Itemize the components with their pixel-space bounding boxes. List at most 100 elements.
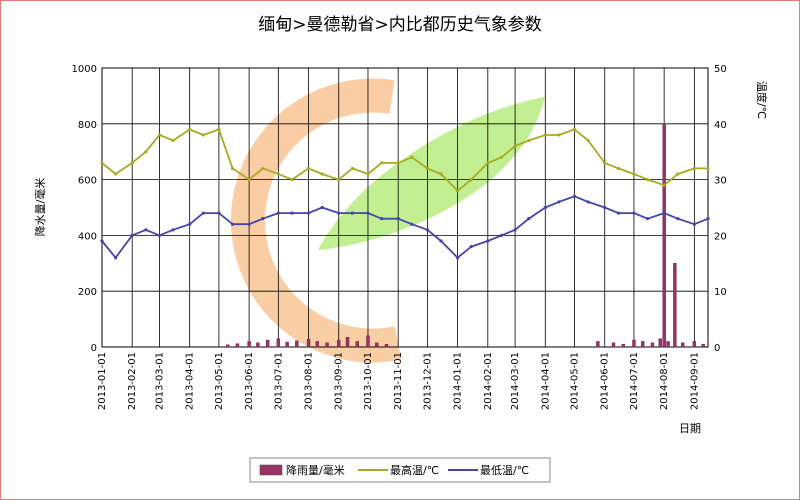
min-temp-point [513,228,517,232]
max-temp-point [130,161,134,165]
max-temp-point [171,138,175,143]
x-tick-label: 2013-02-01 [127,352,138,410]
rain-bar [325,342,329,348]
max-temp-point [217,127,221,131]
rain-bar [611,342,616,348]
min-temp-point [320,205,324,210]
min-temp-point [380,217,384,221]
min-temp-point [396,217,400,221]
max-temp-point [486,161,490,165]
min-temp-point [130,233,134,237]
min-temp-point [439,239,443,243]
max-temp-point [247,178,251,182]
min-temp-point [632,211,636,215]
x-tick-label: 2014-02-01 [483,352,494,410]
min-temp-point [201,211,205,215]
x-tick-label: 2013-07-01 [273,352,284,410]
watermark-green-leaf [318,97,545,250]
min-temp-point [276,211,280,215]
max-temp-point [469,178,473,182]
x-tick-label: 2014-01-01 [453,352,464,410]
max-temp-point [692,166,696,171]
rain-bar [256,342,260,348]
x-axis-title: 日期 [679,422,701,435]
rain-bar [692,341,697,348]
rain-bar [650,342,655,348]
legend-box [249,457,551,483]
rain-bar [673,263,677,348]
max-temp-point [557,133,561,137]
y-right-tick-label: 20 [714,231,727,242]
x-tick-label: 2014-06-01 [600,352,611,410]
max-temp-series [100,127,710,193]
min-temp-point [188,222,192,226]
min-temp-point [247,222,251,226]
max-temp-point [201,133,205,137]
max-temp-point [100,161,104,165]
max-temp-point [290,178,294,182]
rain-bar [366,335,370,348]
max-temp-point [499,155,504,159]
rain-bar [315,341,320,348]
max-temp-point [527,138,531,143]
max-temp-point [188,127,192,131]
rain-bar [384,344,389,348]
min-temp-point [692,222,696,226]
min-temp-point [290,211,294,215]
rain-bar [276,338,281,348]
plot-area: 0 200 400 600 800 1000 0 10 20 30 40 50 2013-01-01 20… [72,64,727,410]
max-temp-point [396,161,400,165]
y-right-tick-label: 30 [714,176,727,187]
min-temp-point [100,239,104,243]
max-temp-point [616,166,620,171]
x-tick-label: 2014-04-01 [540,352,551,410]
x-tick-label: 2014-05-01 [570,352,581,410]
max-temp-line [101,128,708,192]
min-temp-point [410,222,414,226]
rain-bar [355,341,359,348]
min-temp-point [586,200,590,204]
min-temp-line [101,195,709,259]
max-temp-point [645,178,650,182]
legend: 降雨量/毫米 最高温/℃ 最低温/℃ [249,457,551,483]
max-temp-point [366,172,370,176]
x-tick-label: 2013-08-01 [304,352,315,410]
x-tick-label: 2013-03-01 [154,352,165,410]
min-temp-point [230,222,235,226]
max-temp-point [337,178,341,182]
min-temp-point [114,256,118,260]
rain-bar [632,339,636,348]
y-left-tick-label: 200 [78,287,97,298]
y-right-tick-label: 10 [714,287,727,298]
x-tick-label: 2013-10-01 [363,352,374,410]
max-temp-point [439,172,443,176]
max-temp-point [157,133,162,137]
min-temp-point [456,256,460,260]
x-tick-label: 2013-05-01 [214,352,225,410]
max-temp-point [114,172,118,176]
y-right-tick-label: 0 [714,343,720,354]
x-tick-label: 2013-11-01 [393,352,404,410]
plot-border [101,67,709,348]
rain-bar [621,344,625,348]
max-temp-point [261,166,265,171]
max-temp-point [676,172,680,176]
min-temp-point [662,211,666,215]
max-temp-point [380,161,384,165]
min-temp-point [469,244,473,249]
y-left-tick-label: 1000 [72,64,97,75]
min-temp-point [486,239,490,243]
rain-bar [285,341,289,348]
max-temp-point [144,150,148,154]
max-temp-point [543,133,547,137]
min-temp-point [645,217,650,221]
max-temp-point [456,189,460,193]
rain-bar [337,339,341,348]
rain-bar [295,340,299,348]
x-tick-label: 2013-09-01 [334,352,345,410]
min-temp-point [706,217,710,221]
max-temp-point [586,138,590,143]
rain-bar [596,341,600,348]
y-left-tick-label: 400 [78,231,97,242]
